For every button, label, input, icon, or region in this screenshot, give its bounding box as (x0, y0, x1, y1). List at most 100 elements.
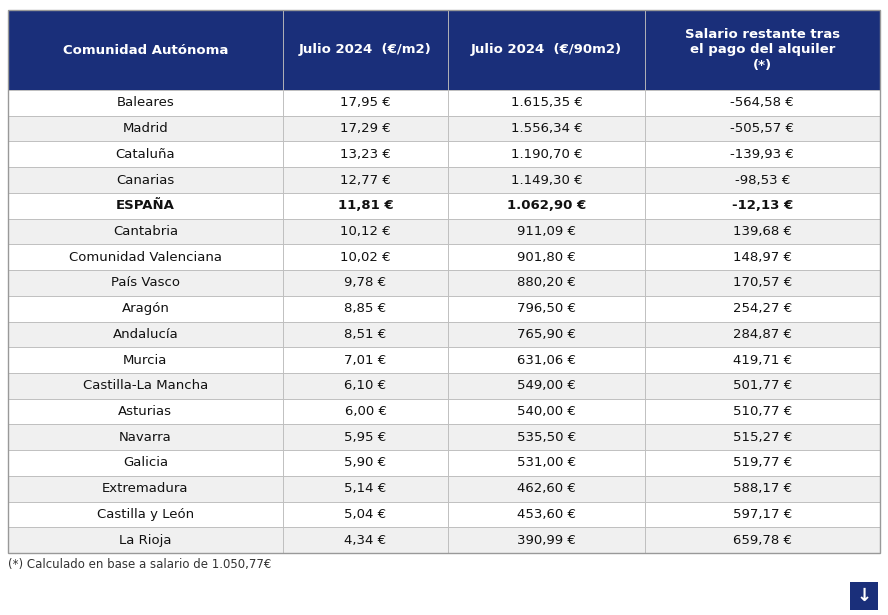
Bar (645, 141, 880, 167)
Bar (448, 193, 645, 218)
Text: Castilla-La Mancha: Castilla-La Mancha (83, 379, 208, 392)
Text: Canarias: Canarias (116, 173, 174, 186)
Bar (282, 218, 448, 244)
Bar (448, 90, 645, 116)
Bar (448, 373, 645, 399)
Bar (645, 399, 880, 424)
Text: 531,00 €: 531,00 € (517, 456, 576, 469)
Text: 1.556,34 €: 1.556,34 € (511, 122, 583, 135)
Text: La Rioja: La Rioja (119, 534, 171, 547)
Text: Asturias: Asturias (118, 405, 172, 418)
Text: 390,99 €: 390,99 € (517, 534, 576, 547)
Bar (645, 218, 880, 244)
Text: Galicia: Galicia (123, 456, 168, 469)
Bar (645, 527, 880, 553)
Bar (8, 424, 282, 450)
Bar (448, 450, 645, 476)
Text: 540,00 €: 540,00 € (517, 405, 576, 418)
Bar (282, 527, 448, 553)
Bar (448, 296, 645, 322)
Text: ↓: ↓ (856, 587, 871, 605)
Text: 17,95 €: 17,95 € (340, 97, 391, 109)
Text: 880,20 €: 880,20 € (517, 276, 576, 290)
Text: Comunidad Valenciana: Comunidad Valenciana (69, 251, 222, 264)
Text: -98,53 €: -98,53 € (734, 173, 790, 186)
Text: 1.149,30 €: 1.149,30 € (511, 173, 583, 186)
Bar (8, 399, 282, 424)
Bar (282, 296, 448, 322)
Bar (8, 141, 282, 167)
Text: Salario restante tras
el pago del alquiler
(*): Salario restante tras el pago del alquil… (685, 28, 840, 71)
Bar (8, 347, 282, 373)
Text: 1.190,70 €: 1.190,70 € (511, 148, 583, 161)
Bar (645, 193, 880, 218)
Bar (645, 476, 880, 502)
Text: 8,51 €: 8,51 € (345, 328, 386, 341)
Bar (448, 322, 645, 347)
Bar (645, 424, 880, 450)
Bar (282, 270, 448, 296)
Text: -564,58 €: -564,58 € (731, 97, 794, 109)
Text: 501,77 €: 501,77 € (733, 379, 792, 392)
Text: Julio 2024  (€/m2): Julio 2024 (€/m2) (299, 44, 432, 57)
Bar (448, 347, 645, 373)
Bar (282, 476, 448, 502)
Bar (282, 116, 448, 141)
Text: -12,13 €: -12,13 € (732, 199, 793, 212)
Text: 10,02 €: 10,02 € (340, 251, 391, 264)
Text: Cataluña: Cataluña (115, 148, 175, 161)
Text: Baleares: Baleares (116, 97, 174, 109)
Text: 515,27 €: 515,27 € (733, 430, 792, 444)
Bar (282, 450, 448, 476)
Bar (448, 218, 645, 244)
Text: 765,90 €: 765,90 € (517, 328, 576, 341)
Bar (282, 193, 448, 218)
Text: 11,81 €: 11,81 € (337, 199, 393, 212)
Bar (448, 10, 645, 90)
Text: Castilla y León: Castilla y León (97, 508, 194, 521)
Bar (282, 167, 448, 193)
Text: 10,12 €: 10,12 € (340, 225, 391, 238)
Bar (8, 450, 282, 476)
Bar (8, 322, 282, 347)
Bar (645, 347, 880, 373)
Text: 1.062,90 €: 1.062,90 € (507, 199, 586, 212)
Text: 462,60 €: 462,60 € (517, 482, 576, 495)
Bar (448, 141, 645, 167)
Bar (850, 582, 878, 610)
Text: 17,29 €: 17,29 € (340, 122, 391, 135)
Text: Andalucía: Andalucía (113, 328, 178, 341)
Bar (8, 476, 282, 502)
Text: -139,93 €: -139,93 € (730, 148, 794, 161)
Bar (8, 193, 282, 218)
Text: Comunidad Autónoma: Comunidad Autónoma (63, 44, 228, 57)
Text: 419,71 €: 419,71 € (733, 354, 792, 367)
Bar (448, 476, 645, 502)
Bar (8, 502, 282, 527)
Text: 8,85 €: 8,85 € (345, 302, 386, 315)
Bar (8, 527, 282, 553)
Bar (448, 270, 645, 296)
Bar (8, 270, 282, 296)
Bar (282, 424, 448, 450)
Bar (8, 244, 282, 270)
Text: 519,77 €: 519,77 € (733, 456, 792, 469)
Bar (645, 244, 880, 270)
Text: 170,57 €: 170,57 € (733, 276, 792, 290)
Text: 5,90 €: 5,90 € (345, 456, 386, 469)
Text: Aragón: Aragón (122, 302, 170, 315)
Bar (645, 450, 880, 476)
Bar (282, 244, 448, 270)
Text: 1.615,35 €: 1.615,35 € (511, 97, 583, 109)
Bar (282, 502, 448, 527)
Text: Cantabria: Cantabria (113, 225, 178, 238)
Text: 597,17 €: 597,17 € (733, 508, 792, 521)
Bar (282, 322, 448, 347)
Bar (448, 502, 645, 527)
Text: 6,00 €: 6,00 € (345, 405, 386, 418)
Text: 5,95 €: 5,95 € (345, 430, 386, 444)
Bar (8, 90, 282, 116)
Text: 549,00 €: 549,00 € (517, 379, 576, 392)
Text: 796,50 €: 796,50 € (517, 302, 576, 315)
Bar (282, 90, 448, 116)
